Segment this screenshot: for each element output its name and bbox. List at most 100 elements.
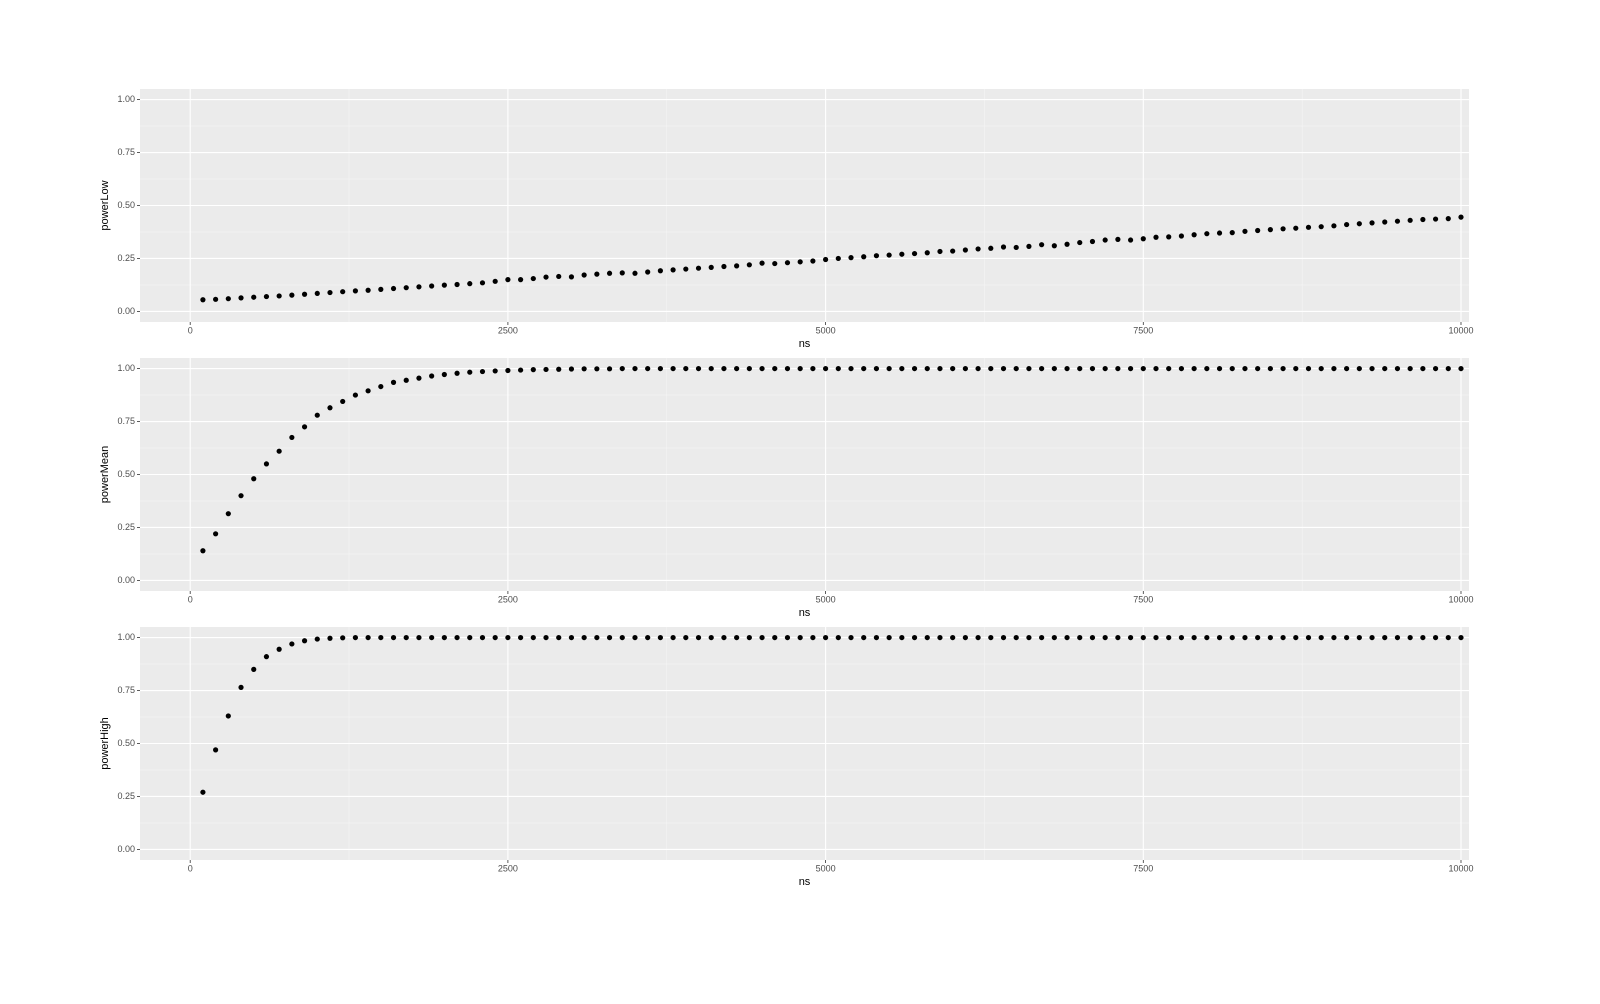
point: [530, 275, 536, 282]
point: [721, 365, 727, 372]
point: [1280, 365, 1286, 372]
point: [721, 263, 727, 270]
point: [390, 285, 397, 292]
point: [1178, 634, 1185, 641]
point: [543, 634, 549, 641]
point: [657, 365, 663, 372]
point: [403, 377, 409, 383]
point: [670, 634, 676, 641]
point: [924, 365, 930, 372]
point: [1382, 219, 1388, 225]
point: [619, 270, 625, 276]
point: [251, 476, 257, 482]
point: [1089, 634, 1096, 641]
point: [1382, 634, 1388, 641]
point: [213, 296, 219, 302]
x-tick-label: 0: [188, 594, 193, 604]
point: [810, 634, 816, 641]
point: [289, 434, 295, 441]
point: [530, 634, 536, 641]
point: [429, 283, 435, 289]
point: [1178, 365, 1185, 372]
point: [1458, 634, 1464, 641]
x-tick-label: 5000: [816, 325, 836, 335]
point: [1382, 365, 1388, 372]
point: [695, 634, 702, 641]
point: [1255, 634, 1261, 641]
point: [530, 367, 536, 373]
point: [822, 365, 829, 372]
point: [441, 282, 447, 288]
x-axis-label: ns: [799, 876, 811, 888]
point: [657, 268, 663, 274]
point: [861, 365, 867, 372]
point: [378, 383, 384, 390]
point: [1394, 365, 1401, 372]
point: [251, 666, 257, 672]
point: [911, 250, 918, 257]
point: [1267, 227, 1273, 233]
point: [1039, 634, 1045, 641]
point: [1267, 634, 1273, 641]
point: [1318, 365, 1324, 372]
point: [1077, 365, 1083, 372]
x-tick-label: 0: [188, 863, 193, 873]
y-tick-label: 1.00: [117, 363, 135, 373]
x-tick-label: 2500: [498, 863, 518, 873]
point: [1204, 365, 1210, 372]
point: [886, 634, 892, 641]
y-axis-label: powerLow: [99, 180, 111, 230]
point: [403, 634, 409, 641]
point: [975, 365, 981, 372]
point: [479, 368, 486, 375]
point: [200, 548, 206, 554]
point: [276, 448, 282, 454]
point: [1293, 365, 1299, 372]
point: [1191, 634, 1197, 641]
x-tick-label: 10000: [1448, 325, 1473, 335]
point: [556, 366, 562, 372]
point: [327, 405, 333, 411]
point: [645, 634, 651, 641]
point: [606, 634, 613, 641]
point: [518, 634, 524, 641]
point: [1242, 634, 1248, 641]
point: [365, 287, 371, 293]
y-tick-label: 0.75: [117, 147, 135, 157]
y-tick-label: 0.00: [117, 575, 135, 585]
point: [988, 365, 994, 372]
point: [1127, 634, 1134, 641]
point: [441, 371, 447, 378]
y-axis-label: powerHigh: [99, 717, 111, 770]
point: [784, 260, 791, 266]
point: [911, 365, 918, 372]
point: [1051, 634, 1057, 641]
point: [683, 266, 689, 272]
point: [276, 293, 282, 299]
y-axis-label: powerMean: [99, 446, 111, 503]
point: [619, 365, 625, 372]
point: [645, 365, 651, 372]
y-tick-label: 1.00: [117, 632, 135, 642]
point: [263, 461, 270, 467]
point: [238, 295, 244, 301]
point: [467, 369, 473, 375]
point: [1344, 634, 1350, 641]
point: [734, 263, 740, 269]
point: [988, 634, 994, 641]
point: [543, 366, 549, 373]
point: [797, 259, 803, 265]
point: [1344, 365, 1350, 372]
y-tick-label: 0.50: [117, 200, 135, 210]
point: [1318, 634, 1324, 641]
point: [1140, 365, 1146, 372]
point: [772, 634, 778, 641]
point: [225, 511, 231, 517]
point: [1432, 365, 1439, 372]
point: [429, 634, 435, 641]
x-axis-label: ns: [799, 607, 811, 619]
y-tick-label: 0.25: [117, 253, 135, 263]
point: [1166, 234, 1172, 240]
x-tick-label: 2500: [498, 594, 518, 604]
